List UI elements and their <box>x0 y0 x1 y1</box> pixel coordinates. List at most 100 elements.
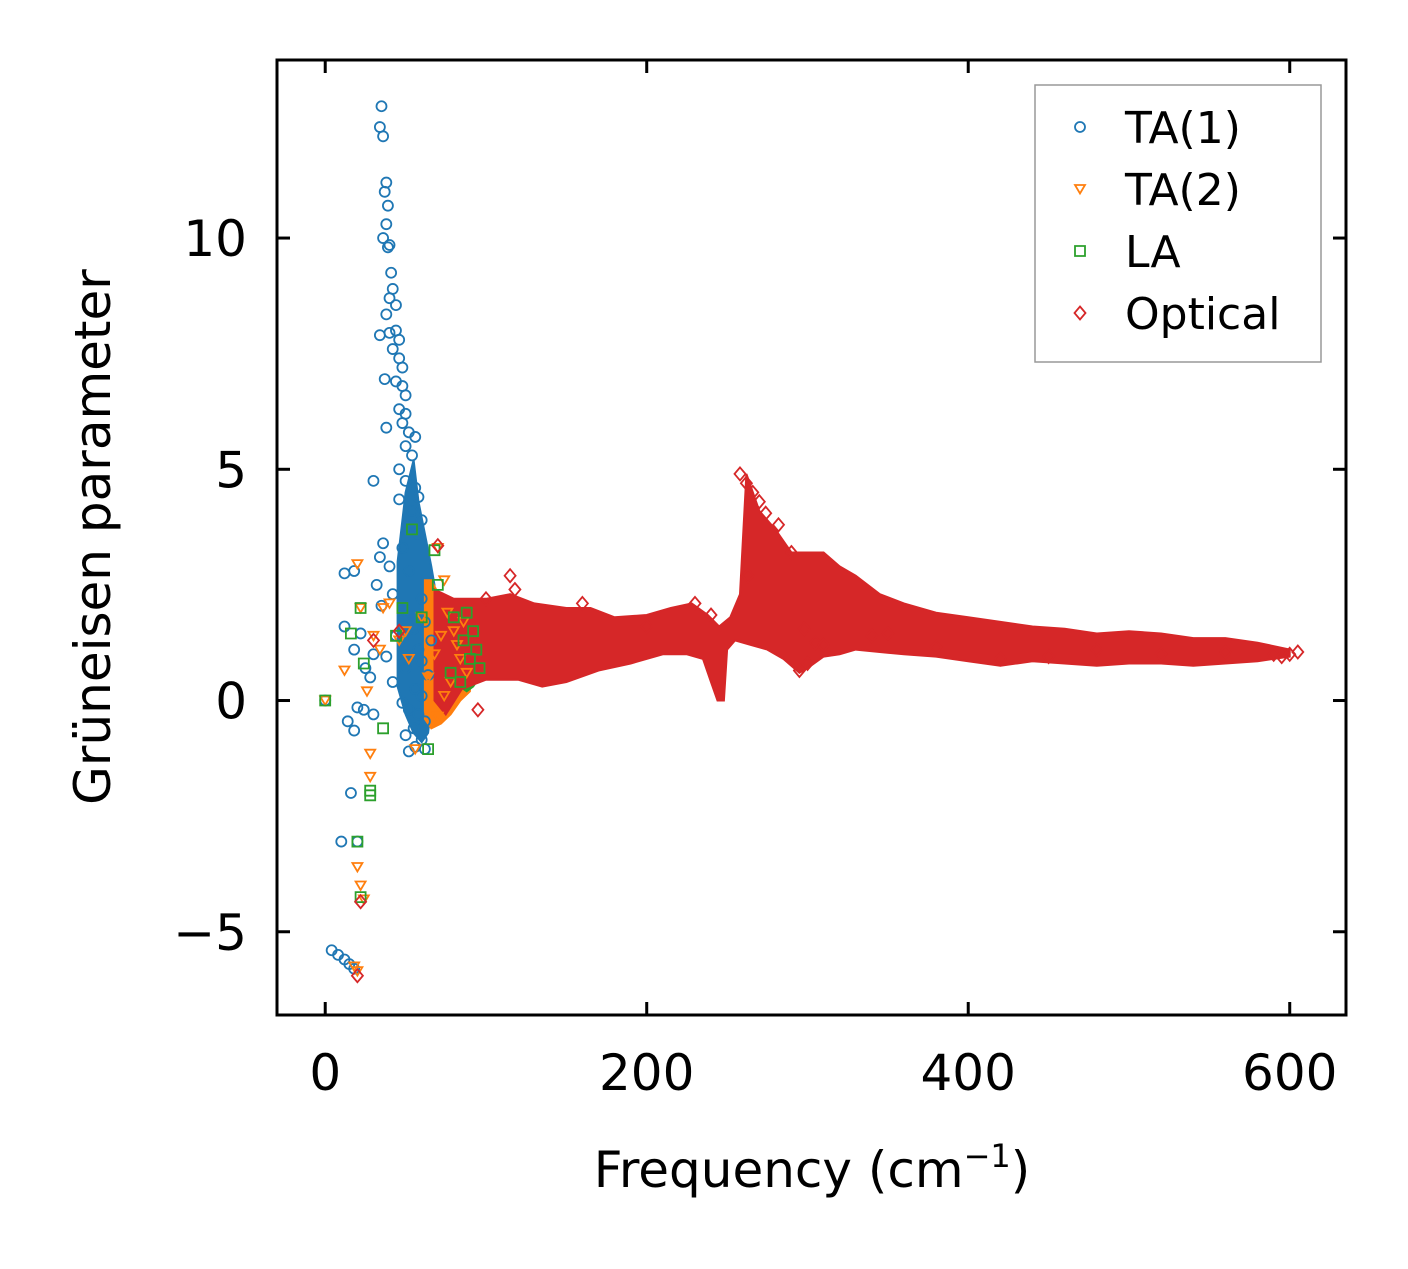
x-axis-label-superscript: −1 <box>964 1137 1011 1175</box>
data-point-optical <box>471 701 485 718</box>
data-point-ta-2 <box>437 691 451 703</box>
data-point-la <box>390 629 402 642</box>
data-point-optical <box>733 466 747 482</box>
data-point-ta-1 <box>382 241 394 254</box>
data-point-optical <box>353 893 368 910</box>
data-point-ta-1 <box>386 676 399 688</box>
data-point-optical <box>993 651 1008 667</box>
data-point-ta-1 <box>415 514 428 527</box>
data-point-ta-1 <box>351 835 364 848</box>
y-axis-label: Grüneisen parameter <box>64 269 122 805</box>
data-point-ta-2 <box>347 961 361 973</box>
data-point-ta-1 <box>390 299 402 312</box>
y-tick-label: 5 <box>215 441 247 499</box>
data-point-ta-2 <box>431 711 445 723</box>
data-point-ta-1 <box>386 588 399 601</box>
data-point-ta-2 <box>318 695 332 707</box>
data-point-ta-1 <box>399 729 412 742</box>
data-point-ta-2 <box>337 665 352 677</box>
data-point-la <box>415 611 428 624</box>
data-point-ta-1 <box>399 474 412 487</box>
data-point-ta-1 <box>335 835 348 848</box>
data-point-la <box>357 657 370 670</box>
data-point-optical <box>741 567 755 584</box>
dense-band-optical <box>433 473 1291 717</box>
data-point-ta-2 <box>363 771 377 784</box>
legend-label-ta-1: TA(1) <box>1124 103 1241 154</box>
data-point-la <box>460 606 473 619</box>
data-point-ta-2 <box>408 744 422 756</box>
axis-ticks <box>277 60 1346 1015</box>
data-point-ta-1 <box>396 417 409 429</box>
data-point-la <box>447 611 460 624</box>
data-point-ta-2 <box>382 598 397 610</box>
data-point-ta-1 <box>406 505 418 517</box>
data-point-ta-1 <box>348 565 361 577</box>
data-point-ta-1 <box>415 689 428 702</box>
data-point-ta-1 <box>383 239 396 251</box>
data-point-ta-1 <box>383 560 396 573</box>
data-point-la <box>344 627 357 640</box>
data-point-ta-1 <box>373 329 386 342</box>
legend-entry-la: LA <box>1074 227 1181 278</box>
data-point-ta-1 <box>402 565 415 577</box>
data-point-ta-2 <box>434 630 448 643</box>
data-point-ta-2 <box>350 862 364 874</box>
data-point-ta-1 <box>418 715 431 728</box>
legend-entry-ta-1: TA(1) <box>1074 103 1241 154</box>
data-point-la <box>467 625 480 638</box>
data-point-ta-1 <box>396 696 409 709</box>
plot-frame <box>275 58 1348 1017</box>
legend-label-la: LA <box>1125 227 1181 278</box>
axis-tick-labels: 0 200 400 600 −5 0 5 10 <box>173 210 1337 1102</box>
data-point-ta-1 <box>399 662 412 675</box>
data-point-la <box>364 789 377 802</box>
data-point-optical <box>575 595 590 612</box>
data-point-ta-1 <box>385 266 398 279</box>
data-point-optical <box>752 493 766 510</box>
x-axis-label: Frequency (cm−1) <box>594 1137 1031 1199</box>
data-point-ta-1 <box>412 708 425 721</box>
data-point-optical <box>392 623 406 640</box>
data-point-la <box>470 643 483 656</box>
data-point-optical <box>431 537 445 554</box>
data-point-la <box>431 579 444 591</box>
dense-point-bands <box>396 459 1291 744</box>
data-point-ta-1 <box>399 440 412 453</box>
series-la <box>319 523 486 903</box>
data-point-ta-2 <box>376 603 390 615</box>
legend-marker-ta-2 <box>1073 184 1087 196</box>
scatter-points <box>318 100 1305 984</box>
data-point-ta-1 <box>370 579 383 591</box>
data-point-ta-1 <box>348 724 361 737</box>
data-point-la <box>444 666 457 679</box>
data-point-optical <box>508 581 522 598</box>
data-point-la <box>473 662 486 674</box>
data-point-ta-2 <box>415 612 429 624</box>
data-point-ta-1 <box>380 176 393 189</box>
data-point-optical <box>479 590 493 607</box>
data-point-la <box>422 743 435 755</box>
data-point-ta-2 <box>350 559 364 571</box>
data-point-optical <box>797 620 811 637</box>
data-point-optical <box>865 627 879 644</box>
data-point-ta-1 <box>341 715 354 728</box>
data-point-ta-1 <box>351 701 364 714</box>
data-point-ta-1 <box>348 643 361 656</box>
data-point-ta-1 <box>415 655 428 668</box>
data-point-optical <box>1218 644 1233 660</box>
data-point-ta-1 <box>364 671 377 684</box>
data-point-ta-1 <box>407 722 420 735</box>
data-point-optical <box>808 634 823 651</box>
data-point-ta-1 <box>380 218 393 231</box>
data-point-ta-2 <box>427 649 442 661</box>
y-tick-label: 10 <box>183 210 247 268</box>
data-point-ta-1 <box>412 643 425 656</box>
data-point-optical <box>1090 641 1104 658</box>
data-point-optical <box>640 618 654 635</box>
legend-marker-la <box>1074 245 1086 257</box>
data-point-ta-1 <box>386 343 399 355</box>
data-point-la <box>319 694 332 707</box>
data-point-ta-2 <box>402 654 416 666</box>
